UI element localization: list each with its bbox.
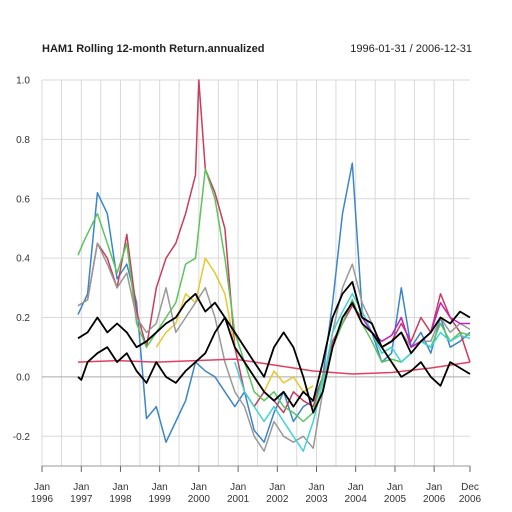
y-tick-label: 0.4 [16, 254, 30, 265]
x-tick-label-month: Jan [34, 482, 50, 493]
x-tick-label-month: Dec [461, 482, 479, 493]
grid-lines [41, 79, 470, 467]
series-line-9 [77, 301, 471, 414]
x-tick-label-year: 1997 [70, 494, 93, 505]
series-line-10 [77, 280, 471, 408]
series-lines [77, 79, 471, 452]
x-tick-label-year: 2004 [345, 494, 368, 505]
x-tick-label-year: 1999 [149, 494, 172, 505]
x-tick-label-year: 2003 [305, 494, 328, 505]
x-tick-label-year: 2006 [459, 494, 482, 505]
y-tick-label: -0.2 [13, 432, 31, 443]
x-tick-label-year: 1998 [109, 494, 132, 505]
x-tick-label-month: Jan [308, 482, 324, 493]
x-tick-label-month: Jan [387, 482, 403, 493]
x-tick-label-month: Jan [152, 482, 168, 493]
series-line-7 [361, 301, 470, 348]
y-tick-label: 0.8 [16, 135, 30, 146]
series-line-6 [234, 293, 471, 452]
chart-date-range: 1996-01-31 / 2006-12-31 [350, 43, 472, 55]
x-tick-label-month: Jan [269, 482, 285, 493]
x-tick-label-year: 2005 [384, 494, 407, 505]
x-tick-label-year: 2000 [188, 494, 211, 505]
y-tick-label: 0.2 [16, 313, 30, 324]
x-tick-label-month: Jan [112, 482, 128, 493]
x-tick-label-year: 1996 [31, 494, 54, 505]
series-line-3 [77, 168, 471, 423]
x-tick-label-year: 2006 [423, 494, 446, 505]
x-axis-ticks: Jan1996Jan1997Jan1998Jan1999Jan2000Jan20… [31, 466, 482, 505]
y-tick-label: 1.0 [16, 76, 30, 87]
x-tick-label-year: 2002 [266, 494, 289, 505]
y-tick-label: 0.6 [16, 194, 30, 205]
series-line-2 [77, 79, 471, 414]
chart-title: HAM1 Rolling 12-month Return.annualized [42, 43, 264, 55]
x-tick-label-month: Jan [348, 482, 364, 493]
series-line-8 [77, 358, 471, 375]
x-tick-label-year: 2001 [227, 494, 250, 505]
x-tick-label-month: Jan [191, 482, 207, 493]
y-tick-label: 0.0 [16, 372, 30, 383]
x-tick-label-month: Jan [73, 482, 89, 493]
x-tick-label-month: Jan [426, 482, 442, 493]
x-tick-label-month: Jan [230, 482, 246, 493]
y-axis-ticks: -0.2 0.0 0.2 0.4 0.6 0.8 1.0 [13, 76, 31, 443]
